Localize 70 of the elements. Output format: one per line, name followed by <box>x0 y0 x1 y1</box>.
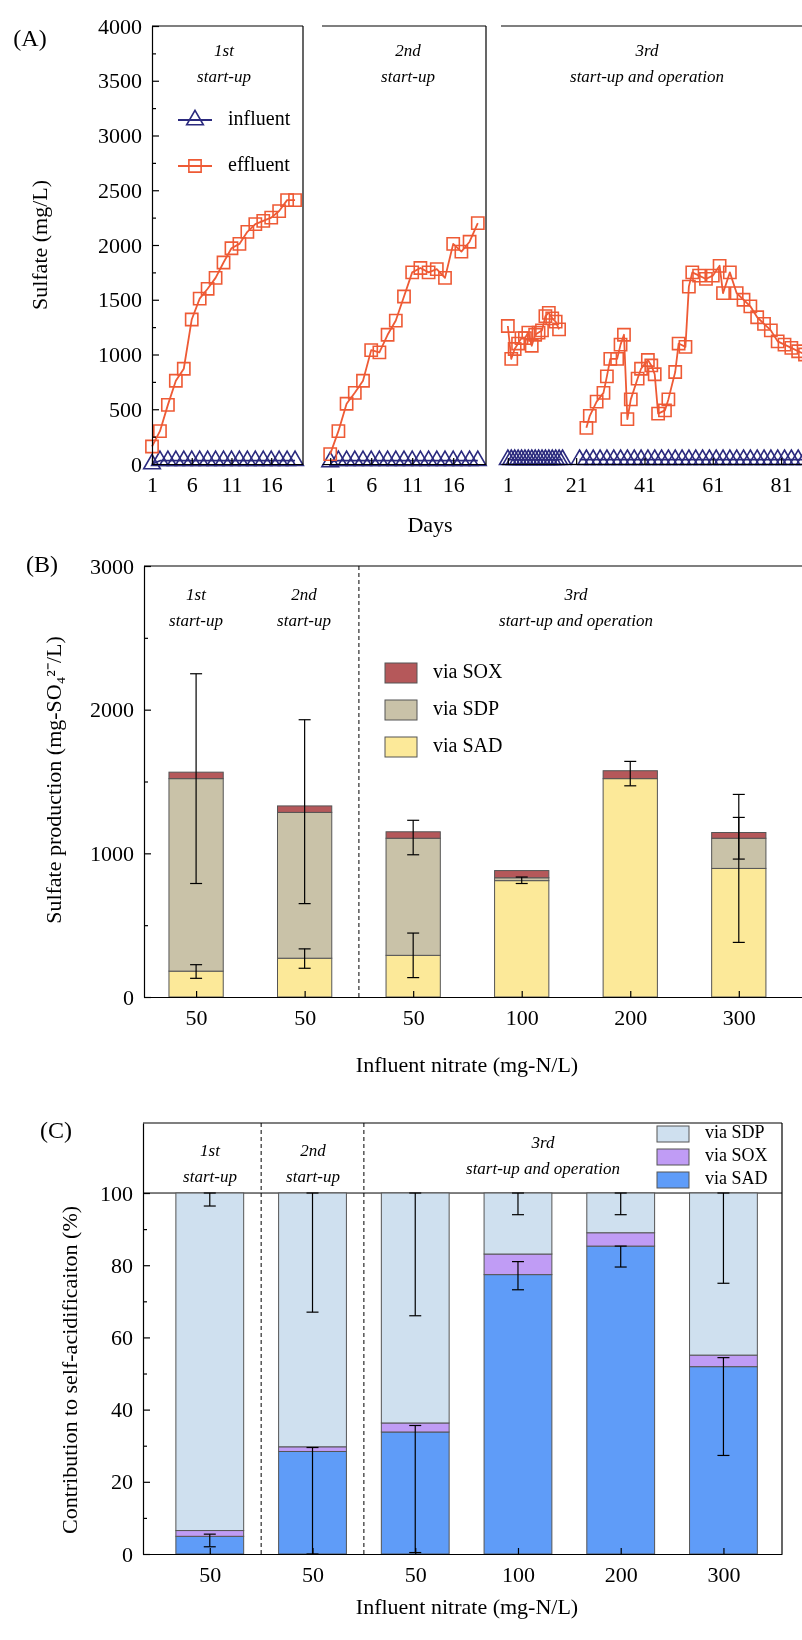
x-tick-label: 16 <box>442 471 465 497</box>
y-tick-label: 60 <box>111 1324 133 1350</box>
x-tick-label: 1 <box>325 471 337 497</box>
annotation: 3rd start-up and operation <box>466 1132 620 1179</box>
y-axis-title: Sulfate (mg/L) <box>27 179 53 311</box>
y-tick-label: 500 <box>109 396 142 422</box>
annotation: 2nd start-up <box>286 1140 340 1187</box>
x-tick-label: 50 <box>402 1004 425 1030</box>
y-tick-label: 40 <box>111 1397 133 1423</box>
x-tick-label: 200 <box>604 1561 638 1587</box>
y-tick-label: 1500 <box>98 287 142 313</box>
y-axis-title: Sulfate production (mg-SO₄²⁻/L) <box>41 636 67 924</box>
x-tick-label: 61 <box>702 471 725 497</box>
y-tick-label: 80 <box>111 1252 133 1278</box>
x-tick-label: 81 <box>770 471 793 497</box>
x-tick-label: 21 <box>565 471 588 497</box>
y-tick-label: 4000 <box>98 13 142 39</box>
y-tick-label: 20 <box>111 1469 133 1495</box>
legend-label: via SOX <box>705 1145 768 1166</box>
legend-label: via SAD <box>433 733 503 756</box>
x-tick-label: 200 <box>614 1004 648 1030</box>
x-axis-title: Days <box>407 512 453 537</box>
x-tick-label: 300 <box>722 1004 756 1030</box>
y-tick-label: 0 <box>131 451 142 477</box>
x-tick-label: 50 <box>199 1561 222 1587</box>
y-tick-label: 0 <box>122 1541 133 1567</box>
y-tick-label: 2000 <box>90 697 134 723</box>
text: (A) <box>13 24 47 51</box>
x-tick-label: 100 <box>501 1561 535 1587</box>
y-tick-label: 1000 <box>90 840 134 866</box>
x-tick-label: 50 <box>404 1561 427 1587</box>
legend-label: via SDP <box>433 696 500 719</box>
legend-label: effluent <box>228 152 291 175</box>
legend-label: via SOX <box>433 659 503 682</box>
y-tick-label: 3000 <box>98 123 142 149</box>
x-tick-label: 16 <box>260 471 283 497</box>
annotation: 3rd start-up and operation <box>499 584 653 631</box>
x-tick-label: 6 <box>366 471 378 497</box>
y-tick-label: 2500 <box>98 177 142 203</box>
x-tick-label: 11 <box>402 471 424 497</box>
y-axis-title: Contribution to self-acidificaiton (%) <box>57 1205 83 1535</box>
x-tick-label: 41 <box>633 471 656 497</box>
legend-label: influent <box>228 106 291 129</box>
x-axis-title: Influent nitrate (mg-N/L) <box>355 1594 579 1619</box>
text: (C) <box>40 1116 72 1143</box>
legend-label: via SAD <box>705 1168 768 1189</box>
annotation: 1st start-up <box>183 1140 237 1187</box>
x-tick-label: 300 <box>707 1561 741 1587</box>
x-axis-title: Influent nitrate (mg-N/L) <box>355 1052 579 1077</box>
annotation: 1st start-up <box>169 584 223 631</box>
x-tick-label: 1 <box>147 471 158 497</box>
x-tick-label: 50 <box>302 1561 325 1587</box>
y-tick-label: 2000 <box>98 232 142 258</box>
x-tick-label: 50 <box>185 1004 208 1030</box>
legend-label: via SDP <box>705 1122 765 1143</box>
y-tick-label: 1000 <box>98 342 142 368</box>
y-tick-label: 3000 <box>90 553 134 579</box>
annotation: 2nd start-up <box>277 584 331 631</box>
y-tick-label: 0 <box>123 984 134 1010</box>
x-tick-label: 6 <box>186 471 198 497</box>
x-tick-label: 11 <box>221 471 243 497</box>
x-tick-label: 100 <box>505 1004 539 1030</box>
annotation: 2nd start-up <box>381 40 435 87</box>
x-tick-label: 50 <box>294 1004 317 1030</box>
text: (B) <box>26 550 58 577</box>
y-tick-label: 100 <box>100 1180 133 1206</box>
x-tick-label: 1 <box>502 471 514 497</box>
y-tick-label: 3500 <box>98 68 142 94</box>
annotation: 3rd start-up and operation <box>570 40 724 87</box>
annotation: 1st start-up <box>197 40 251 87</box>
